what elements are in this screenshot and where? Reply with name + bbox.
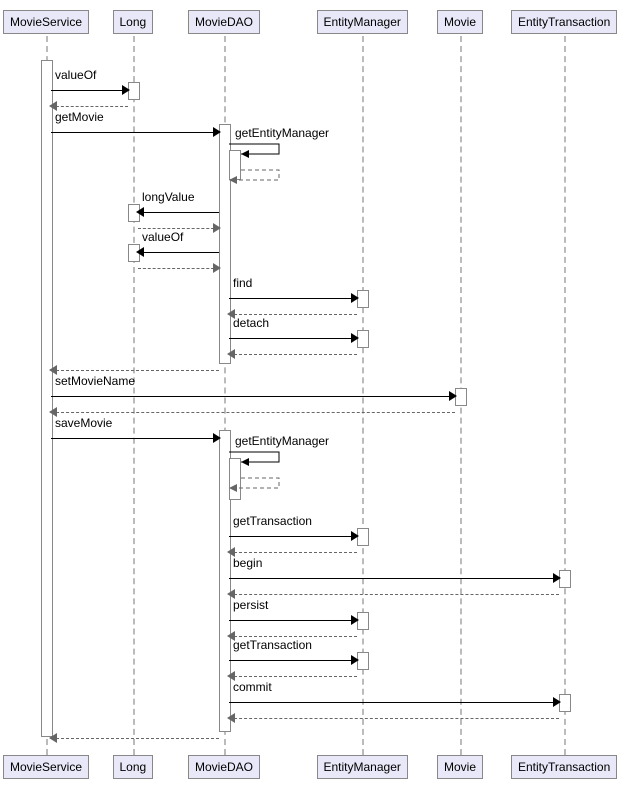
- message: longValue: [138, 204, 219, 220]
- message-label: detach: [233, 316, 269, 330]
- participant-em: EntityManager: [317, 755, 408, 779]
- lifeline-et: [564, 36, 566, 755]
- message: [229, 586, 559, 602]
- message: valueOf: [51, 82, 128, 98]
- message-label: getEntityManager: [235, 434, 329, 448]
- message: [229, 346, 357, 362]
- participant-et: EntityTransaction: [511, 10, 617, 34]
- message: persist: [229, 612, 357, 628]
- participant-em: EntityManager: [317, 10, 408, 34]
- participant-ms: MovieService: [3, 10, 89, 34]
- participant-ms: MovieService: [3, 755, 89, 779]
- message-label: begin: [233, 556, 262, 570]
- participant-dao: MovieDAO: [188, 10, 260, 34]
- message-label: getTransaction: [233, 514, 312, 528]
- message: [229, 710, 559, 726]
- message: detach: [229, 330, 357, 346]
- participant-movie: Movie: [437, 755, 483, 779]
- message-label: longValue: [142, 190, 195, 204]
- message: [138, 260, 219, 276]
- message: begin: [229, 570, 559, 586]
- message-label: getTransaction: [233, 638, 312, 652]
- message-label: saveMovie: [55, 416, 112, 430]
- sequence-diagram: MovieService Long MovieDAO EntityManager Mov…: [0, 0, 640, 789]
- participant-long: Long: [113, 10, 154, 34]
- message-label: valueOf: [55, 68, 96, 82]
- message: getTransaction: [229, 652, 357, 668]
- message: getMovie: [51, 124, 219, 140]
- message: find: [229, 290, 357, 306]
- participant-long: Long: [113, 755, 154, 779]
- message: getTransaction: [229, 528, 357, 544]
- message: saveMovie: [51, 430, 219, 446]
- message-label: persist: [233, 598, 268, 612]
- message: setMovieName: [51, 388, 455, 404]
- participant-dao: MovieDAO: [188, 755, 260, 779]
- message: commit: [229, 694, 559, 710]
- message-label: getEntityManager: [235, 126, 329, 140]
- message-label: getMovie: [55, 110, 104, 124]
- message: [51, 730, 219, 746]
- message: valueOf: [138, 244, 219, 260]
- message-label: setMovieName: [55, 374, 135, 388]
- message-label: find: [233, 276, 252, 290]
- participant-movie: Movie: [437, 10, 483, 34]
- message-label: valueOf: [142, 230, 183, 244]
- participant-et: EntityTransaction: [511, 755, 617, 779]
- message-label: commit: [233, 680, 272, 694]
